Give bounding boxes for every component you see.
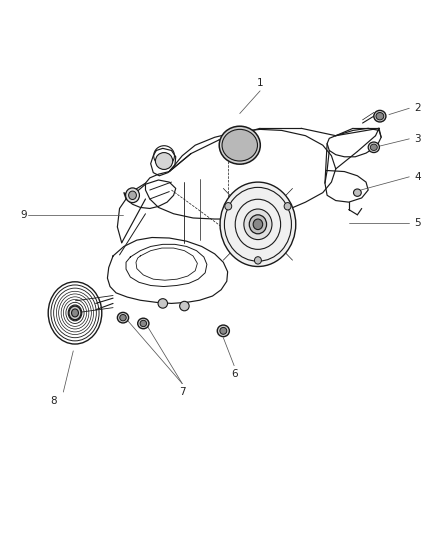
Text: 6: 6 — [231, 369, 237, 379]
Ellipse shape — [225, 203, 232, 210]
Ellipse shape — [180, 301, 189, 311]
Text: 4: 4 — [414, 172, 421, 182]
Ellipse shape — [126, 188, 139, 203]
Ellipse shape — [368, 142, 379, 152]
Ellipse shape — [244, 209, 272, 240]
Ellipse shape — [371, 144, 377, 150]
Text: 8: 8 — [50, 395, 57, 406]
Ellipse shape — [69, 306, 81, 320]
Text: 5: 5 — [414, 218, 421, 228]
Ellipse shape — [220, 182, 296, 266]
Ellipse shape — [220, 327, 227, 334]
Ellipse shape — [71, 309, 78, 317]
Ellipse shape — [140, 320, 147, 327]
Text: 3: 3 — [414, 134, 421, 144]
Ellipse shape — [374, 110, 386, 122]
Ellipse shape — [155, 152, 173, 169]
Ellipse shape — [249, 215, 267, 234]
Ellipse shape — [284, 203, 291, 210]
Ellipse shape — [353, 189, 361, 196]
Text: 2: 2 — [414, 103, 421, 114]
Text: 7: 7 — [179, 387, 186, 397]
Ellipse shape — [138, 318, 149, 329]
Ellipse shape — [253, 219, 263, 230]
Ellipse shape — [217, 325, 230, 337]
Text: 1: 1 — [257, 78, 263, 88]
Ellipse shape — [222, 130, 258, 161]
Ellipse shape — [219, 126, 260, 164]
Ellipse shape — [158, 298, 168, 308]
Text: 9: 9 — [20, 210, 27, 220]
Ellipse shape — [120, 314, 126, 321]
Ellipse shape — [254, 257, 261, 264]
Ellipse shape — [376, 112, 384, 120]
Ellipse shape — [117, 312, 129, 323]
Ellipse shape — [129, 191, 136, 199]
